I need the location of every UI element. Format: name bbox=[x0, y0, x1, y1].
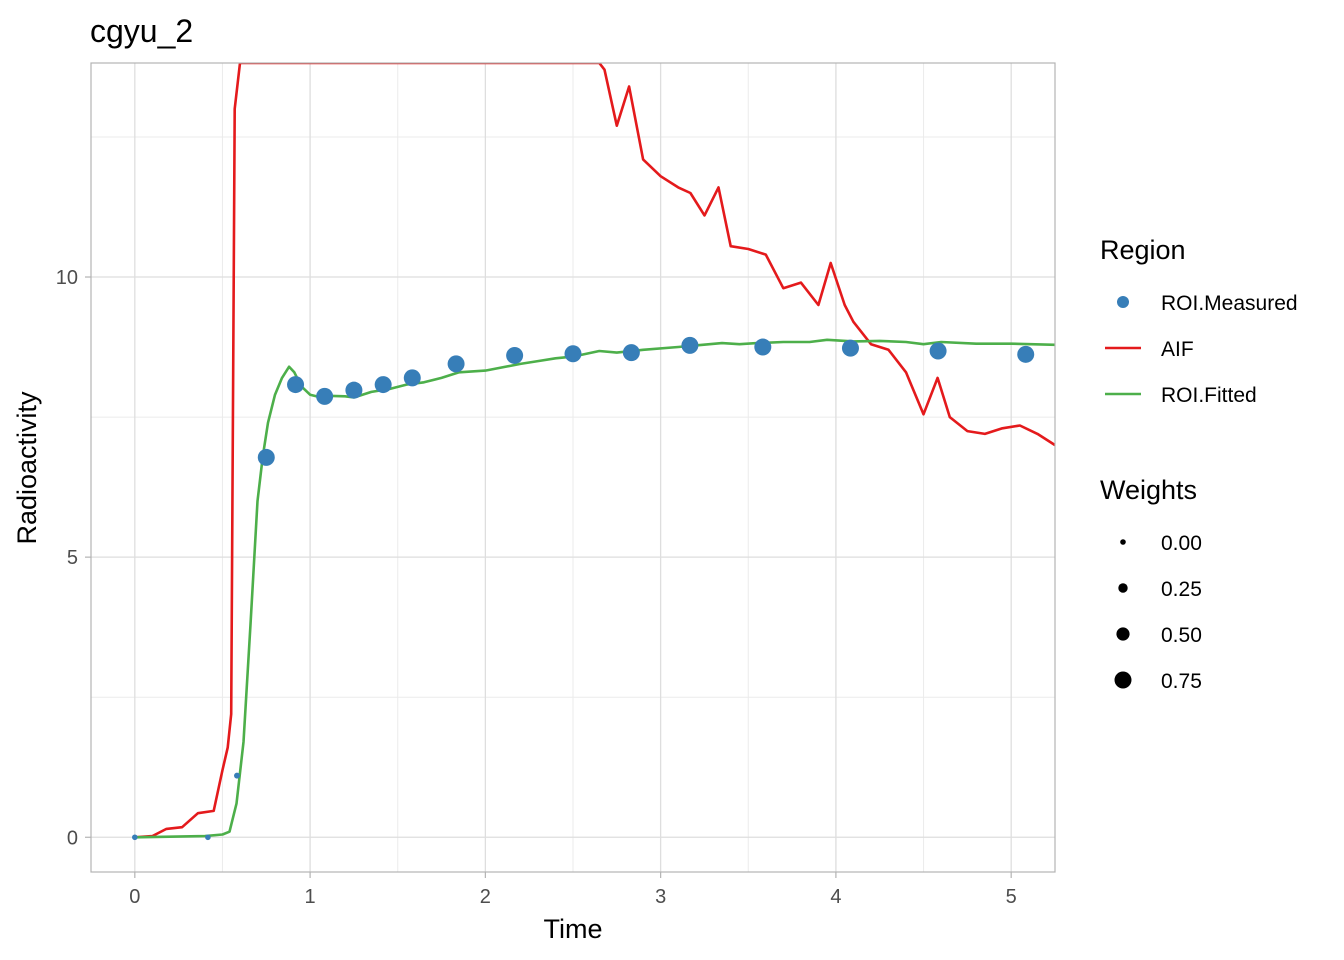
data-point bbox=[681, 336, 699, 354]
legend-weight-label: 0.00 bbox=[1161, 532, 1202, 555]
data-point bbox=[345, 381, 363, 399]
series-line-roi-fitted bbox=[134, 338, 1055, 839]
legend-weight-key bbox=[1116, 627, 1130, 641]
legend-weight-key bbox=[1118, 583, 1128, 593]
data-point bbox=[287, 376, 305, 394]
data-point bbox=[205, 834, 211, 841]
y-axis-label: Radioactivity bbox=[12, 391, 42, 545]
data-point bbox=[403, 369, 421, 387]
data-point bbox=[447, 355, 465, 373]
data-point bbox=[1017, 345, 1035, 363]
data-point bbox=[316, 387, 334, 405]
data-point bbox=[257, 448, 275, 466]
series-line-aif bbox=[134, 63, 1055, 839]
data-point bbox=[754, 338, 772, 356]
x-tick-label: 4 bbox=[830, 886, 841, 908]
x-tick-label: 2 bbox=[480, 886, 491, 908]
legend-weight-label: 0.25 bbox=[1161, 578, 1202, 601]
legend-weight-label: 0.50 bbox=[1161, 624, 1202, 647]
legend-key-point bbox=[1117, 296, 1129, 308]
x-tick-label: 5 bbox=[1006, 886, 1017, 908]
data-point bbox=[622, 344, 640, 362]
legend-weight-key bbox=[1114, 671, 1132, 689]
legend-label: AIF bbox=[1161, 338, 1194, 361]
grid bbox=[91, 63, 1055, 872]
data-point bbox=[564, 345, 582, 363]
y-tick-label: 0 bbox=[67, 827, 78, 849]
data-point bbox=[234, 772, 240, 779]
x-axis: 0 1 2 3 4 5 bbox=[129, 872, 1017, 908]
legend-region-title: Region bbox=[1100, 235, 1186, 265]
x-tick-label: 3 bbox=[655, 886, 666, 908]
legend-label: ROI.Fitted bbox=[1161, 384, 1257, 407]
data-point bbox=[929, 342, 947, 360]
legend: Region ROI.Measured AIF ROI.Fitted Weights… bbox=[1100, 235, 1298, 693]
legend-weights-title: Weights bbox=[1100, 475, 1197, 505]
y-tick-label: 10 bbox=[56, 267, 78, 289]
x-axis-label: Time bbox=[544, 914, 603, 944]
legend-weight-key bbox=[1120, 539, 1126, 545]
legend-label: ROI.Measured bbox=[1161, 292, 1298, 315]
chart-title: cgyu_2 bbox=[90, 13, 193, 49]
plot-border bbox=[90, 62, 1056, 873]
legend-weight-label: 0.75 bbox=[1161, 670, 1202, 693]
y-axis: 0 5 10 bbox=[56, 267, 91, 849]
x-tick-label: 0 bbox=[129, 886, 140, 908]
x-tick-label: 1 bbox=[305, 886, 316, 908]
data-point bbox=[374, 376, 392, 394]
y-tick-label: 5 bbox=[67, 547, 78, 569]
data-point bbox=[132, 834, 138, 841]
data-point bbox=[506, 346, 524, 364]
data-point bbox=[841, 339, 859, 357]
